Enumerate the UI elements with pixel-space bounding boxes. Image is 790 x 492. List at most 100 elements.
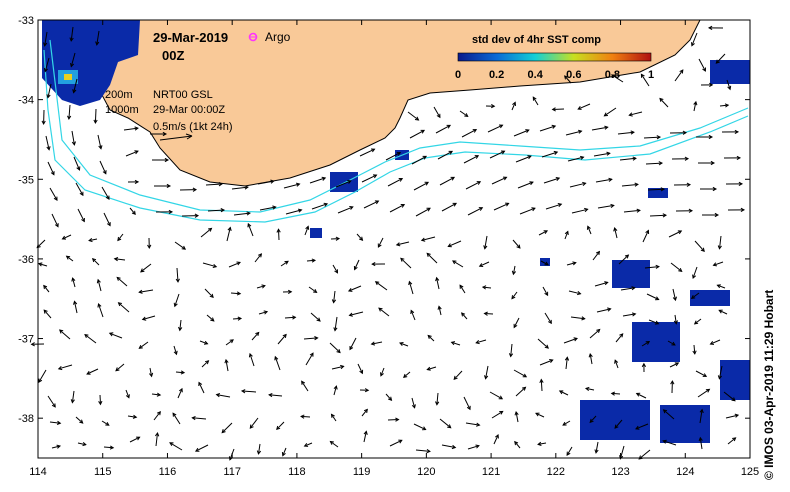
colorbar: std dev of 4hr SST comp 0 0.2 0.4 0.6 0.8 1 [455, 34, 654, 81]
argo-label: Argo [265, 30, 291, 44]
current-vector [693, 101, 697, 112]
current-vector [207, 209, 225, 212]
current-vector [467, 207, 483, 216]
current-vector-head [347, 180, 352, 184]
current-vector [71, 130, 75, 145]
current-vector [285, 209, 302, 215]
current-vector-head [662, 213, 668, 218]
current-vector [544, 312, 552, 324]
current-vector [479, 261, 490, 267]
current-vector-head [632, 156, 637, 161]
current-vector [674, 314, 677, 324]
current-vector [552, 108, 565, 110]
current-vector-head [613, 226, 618, 232]
current-vector [493, 434, 499, 445]
current-vector [198, 382, 205, 394]
current-vector-head [43, 42, 48, 47]
current-vector-head [156, 410, 161, 416]
current-vector [259, 206, 276, 211]
current-vector [66, 255, 74, 262]
current-vector-head [424, 181, 430, 186]
current-vector-head [240, 389, 246, 394]
current-vector-head [69, 37, 74, 42]
current-vector-head [654, 320, 660, 325]
current-vector-head [292, 315, 297, 320]
current-vector-head [426, 366, 431, 371]
current-vector-head [671, 341, 676, 346]
current-vector [641, 341, 650, 347]
current-vector [543, 177, 560, 184]
current-vector-head [604, 125, 609, 130]
contour-1000m [43, 49, 749, 223]
current-vector-head [374, 200, 380, 205]
current-vector-head [117, 236, 122, 242]
current-vector-head [154, 431, 160, 437]
current-vector [349, 311, 364, 316]
current-vector-head [672, 296, 677, 302]
current-vector-head [577, 129, 583, 134]
current-vector-head [505, 202, 510, 207]
sst-coverage [42, 20, 750, 443]
current-vector-head [255, 331, 260, 337]
current-vector-head [398, 439, 403, 444]
current-vector-head [164, 157, 170, 163]
current-vector-head [718, 309, 723, 314]
current-vector-head [395, 417, 400, 422]
current-vector [129, 436, 140, 443]
current-vector-head [246, 211, 251, 216]
current-vector [622, 313, 636, 317]
current-vector-head [50, 171, 55, 176]
current-vector-head [256, 450, 262, 455]
current-vector-head [577, 106, 582, 110]
current-vector [623, 209, 640, 213]
current-vector-head [594, 449, 599, 454]
current-vector [276, 421, 285, 430]
current-vector [38, 369, 47, 383]
legend-product-time: 29-Mar 00:00Z [153, 104, 225, 116]
current-vector [47, 161, 55, 175]
current-vector [614, 419, 623, 429]
current-vector [710, 339, 721, 345]
current-vector-head [71, 141, 76, 146]
current-vector [231, 186, 248, 190]
current-vector-head [70, 62, 75, 68]
current-vector-head [513, 323, 518, 329]
current-vector-head [178, 326, 183, 332]
current-vector [589, 329, 601, 339]
current-vector [513, 129, 529, 137]
current-vector-head [53, 196, 58, 201]
current-vector-head [134, 126, 139, 131]
current-vector [692, 266, 698, 279]
current-vector-head [662, 409, 668, 414]
current-vector-head [59, 329, 64, 334]
current-vector-head [712, 262, 717, 267]
current-vector [438, 306, 442, 316]
land-mass [97, 19, 701, 187]
current-vector-head [257, 253, 263, 258]
current-vector [515, 386, 526, 397]
current-vector [221, 422, 233, 433]
current-vector-head [287, 289, 293, 295]
current-vector [614, 227, 618, 239]
current-vector [192, 417, 207, 420]
current-vector-head [511, 295, 516, 300]
current-vector-head [400, 204, 406, 208]
current-vector-head [603, 112, 608, 117]
current-vector-head [610, 391, 616, 396]
current-vector [149, 367, 153, 377]
current-vector-head [117, 302, 123, 307]
current-vector [593, 152, 610, 157]
current-vector [413, 181, 429, 191]
current-vector-head [43, 309, 48, 314]
current-vector-head [297, 208, 303, 213]
current-vector-head [364, 388, 370, 393]
current-vector-head [499, 410, 504, 415]
current-vector-head [91, 257, 97, 263]
current-vector [118, 302, 130, 313]
current-vector [99, 394, 101, 405]
current-vector-head [448, 150, 454, 155]
current-vector-head [596, 328, 601, 333]
current-vector [174, 241, 186, 250]
current-vector-head [452, 202, 458, 207]
legend-contour-1000: 1000m [105, 104, 139, 116]
